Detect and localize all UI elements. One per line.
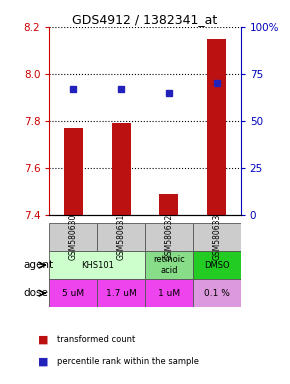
Text: DMSO: DMSO	[204, 261, 230, 270]
Text: 5 uM: 5 uM	[62, 289, 84, 298]
Bar	[64, 128, 83, 215]
Text: GSM580633: GSM580633	[212, 214, 221, 260]
Bar	[145, 279, 193, 307]
Text: GSM580631: GSM580631	[117, 214, 126, 260]
Bar	[145, 223, 193, 251]
Bar	[97, 279, 145, 307]
Title: GDS4912 / 1382341_at: GDS4912 / 1382341_at	[72, 13, 218, 26]
Text: agent: agent	[23, 260, 53, 270]
Text: GSM580630: GSM580630	[69, 214, 78, 260]
Text: 1 uM: 1 uM	[158, 289, 180, 298]
Text: GSM580632: GSM580632	[164, 214, 173, 260]
Text: 0.1 %: 0.1 %	[204, 289, 230, 298]
Bar	[145, 251, 193, 279]
Text: KHS101: KHS101	[81, 261, 114, 270]
Text: retinoic
acid: retinoic acid	[153, 255, 185, 275]
Text: transformed count: transformed count	[57, 335, 135, 344]
Bar	[193, 251, 241, 279]
Text: percentile rank within the sample: percentile rank within the sample	[57, 357, 199, 366]
Bar	[49, 251, 145, 279]
Bar	[160, 194, 179, 215]
Text: 1.7 uM: 1.7 uM	[106, 289, 137, 298]
Bar	[207, 39, 226, 215]
Text: ■: ■	[38, 335, 48, 345]
Bar	[193, 223, 241, 251]
Bar	[49, 279, 97, 307]
Text: dose: dose	[23, 288, 48, 298]
Text: ■: ■	[38, 357, 48, 367]
Bar	[193, 279, 241, 307]
Bar	[49, 223, 97, 251]
Bar	[111, 123, 130, 215]
Bar	[97, 223, 145, 251]
